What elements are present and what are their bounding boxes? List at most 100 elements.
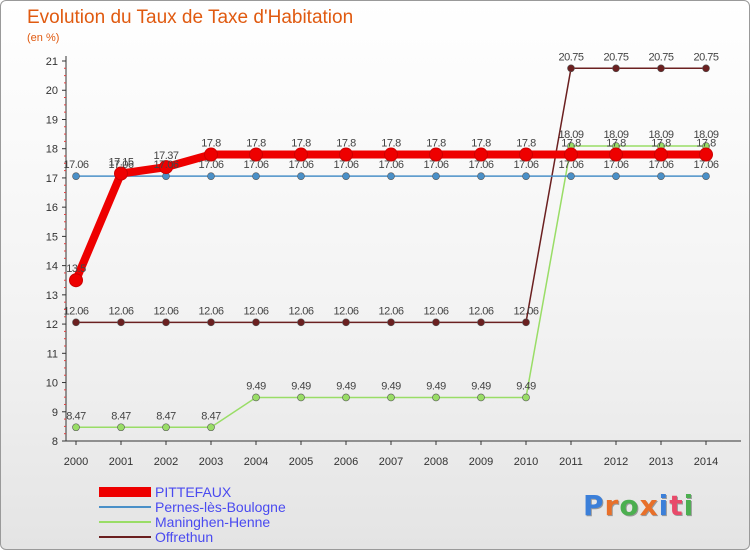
logo-letter: i (683, 489, 695, 522)
data-label: 17.06 (513, 159, 538, 171)
data-point (114, 166, 128, 181)
legend-swatch (99, 506, 151, 508)
data-label: 8.47 (156, 410, 176, 422)
data-point (432, 172, 440, 180)
y-tick-label: 18 (46, 144, 58, 156)
x-tick-label: 2001 (109, 456, 133, 468)
data-point (207, 172, 215, 180)
data-point (297, 318, 305, 327)
data-point (252, 172, 260, 180)
data-label: 18.09 (558, 129, 583, 141)
data-label: 17.8 (381, 138, 401, 150)
legend-swatch (99, 536, 151, 538)
data-label: 9.49 (516, 380, 536, 392)
data-point (567, 64, 575, 73)
data-label: 9.49 (336, 380, 356, 392)
data-point (387, 393, 395, 402)
x-tick-label: 2005 (289, 456, 313, 468)
data-label: 17.06 (63, 159, 88, 171)
data-point (612, 172, 620, 180)
data-label: 17.8 (471, 138, 491, 150)
legend-label: Offrethun (155, 529, 214, 545)
y-tick-label: 8 (52, 436, 58, 448)
data-label: 17.06 (243, 159, 268, 171)
data-point (159, 160, 173, 175)
data-label: 17.8 (201, 138, 221, 150)
series-line-3 (76, 67, 706, 324)
x-tick-label: 2010 (514, 456, 538, 468)
data-label: 17.06 (468, 159, 493, 171)
x-tick-label: 2012 (604, 456, 628, 468)
y-tick-label: 16 (46, 202, 58, 214)
data-point (384, 147, 398, 162)
data-point (477, 393, 485, 402)
data-label: 9.49 (246, 380, 266, 392)
data-point (609, 147, 623, 162)
data-point (72, 423, 80, 432)
y-tick-label: 14 (46, 261, 58, 273)
data-label: 20.75 (558, 51, 583, 63)
data-label: 17.06 (648, 159, 673, 171)
data-label: 9.49 (426, 380, 446, 392)
logo-letter: P (583, 489, 605, 522)
logo-letter: i (658, 489, 670, 522)
data-label: 20.75 (693, 51, 718, 63)
data-label: 9.49 (381, 380, 401, 392)
y-tick-label: 9 (52, 407, 58, 419)
x-tick-label: 2002 (154, 456, 178, 468)
data-point (474, 147, 488, 162)
data-point (297, 393, 305, 402)
legend-label: PITTEFAUX (155, 484, 232, 500)
legend-label: Pernes-lès-Boulogne (155, 499, 286, 515)
data-point (72, 318, 80, 327)
data-label: 17.8 (561, 138, 581, 150)
data-point (432, 318, 440, 327)
x-tick-label: 2004 (244, 456, 268, 468)
y-tick-label: 12 (46, 319, 58, 331)
data-label: 17.06 (423, 159, 448, 171)
data-point (567, 172, 575, 180)
data-label: 17.8 (336, 138, 356, 150)
data-point (207, 318, 215, 327)
data-point (252, 393, 260, 402)
data-point (252, 318, 260, 327)
data-point (702, 172, 710, 180)
data-point (162, 318, 170, 327)
data-point (519, 147, 533, 162)
data-label: 17.8 (606, 138, 626, 150)
data-point (249, 147, 263, 162)
data-label: 12.06 (333, 305, 358, 317)
data-label: 8.47 (201, 410, 221, 422)
data-label: 12.06 (243, 305, 268, 317)
data-point (294, 147, 308, 162)
data-label: 17.06 (108, 159, 133, 171)
data-label: 12.06 (153, 305, 178, 317)
data-point (522, 172, 530, 180)
data-label: 8.47 (66, 410, 86, 422)
data-label: 17.06 (153, 159, 178, 171)
proxiti-logo: Proxiti (583, 489, 694, 522)
x-tick-label: 2003 (199, 456, 223, 468)
data-label: 18.09 (648, 129, 673, 141)
data-point (387, 172, 395, 180)
data-point (654, 147, 668, 162)
logo-letter: r (604, 489, 620, 522)
data-label: 12.06 (198, 305, 223, 317)
data-point (342, 393, 350, 402)
x-tick-label: 2008 (424, 456, 448, 468)
data-point (342, 318, 350, 327)
y-tick-label: 20 (46, 85, 58, 97)
data-label: 12.06 (378, 305, 403, 317)
data-point (69, 273, 83, 288)
logo-letter: t (669, 489, 684, 522)
data-label: 12.06 (423, 305, 448, 317)
x-tick-label: 2011 (559, 456, 583, 468)
data-point (612, 64, 620, 73)
y-tick-label: 17 (46, 173, 58, 185)
data-label: 17.8 (516, 138, 536, 150)
x-tick-label: 2007 (379, 456, 403, 468)
data-label: 9.49 (291, 380, 311, 392)
data-point (204, 147, 218, 162)
